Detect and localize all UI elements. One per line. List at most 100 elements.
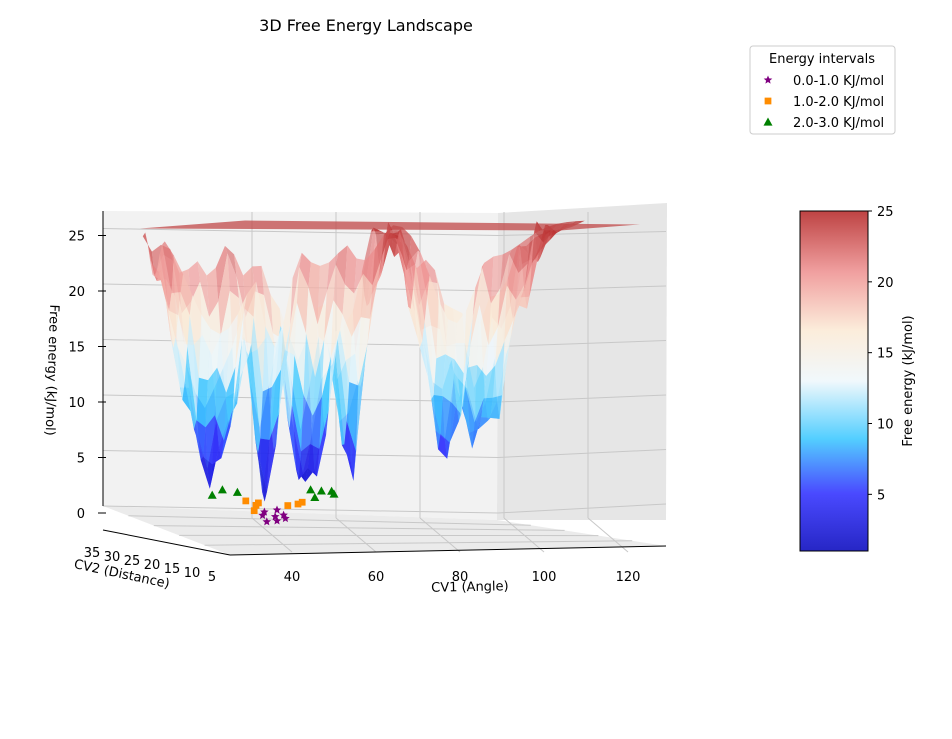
surface-facet: [308, 262, 321, 325]
colorbar-tick-label: 5: [877, 488, 885, 503]
y-tick-label: 25: [124, 554, 141, 569]
surface-facet: [218, 253, 230, 336]
surface-facet: [326, 253, 339, 293]
energy-point-star: [270, 512, 280, 521]
colorbar-tick-label: 25: [877, 205, 894, 220]
colorbar-tick-label: 10: [877, 418, 894, 433]
surface-facet: [452, 359, 464, 415]
colorbar-ticks: 5 10 15 20 25: [868, 205, 894, 503]
surface-facet: [342, 284, 355, 337]
legend-entry-label: 2.0-3.0 KJ/mol: [793, 116, 884, 131]
y-axis-line: [102, 529, 231, 556]
surface-facet: [255, 440, 268, 502]
energy-point-star: [262, 517, 272, 526]
surface-facet: [162, 241, 174, 294]
surface-facet: [504, 285, 516, 342]
surface-facet: [440, 396, 453, 443]
surface-facet: [315, 292, 327, 378]
surface-facet: [319, 356, 331, 449]
colorbar: 5 10 15 20 25 Free energy (kJ/mol): [799, 205, 916, 552]
surface-facet: [346, 382, 359, 451]
surface-facet: [301, 394, 313, 452]
surface-facet: [251, 316, 263, 439]
surface-facet: [332, 350, 345, 445]
surface-facet: [410, 289, 423, 348]
surface-facet: [454, 310, 467, 374]
surface-facet: [208, 328, 220, 381]
surface-facet: [488, 288, 501, 346]
surface-facet: [509, 243, 521, 273]
surface-facet: [260, 386, 272, 440]
surface-facet: [381, 225, 394, 258]
surface-facet: [257, 438, 270, 492]
surface-facet: [212, 415, 224, 465]
surface-facet: [531, 238, 543, 261]
surface-facet: [363, 249, 375, 286]
y-tick-label: 10: [184, 566, 201, 581]
energy-point-triangle: [207, 490, 217, 499]
surface-facet: [226, 313, 238, 393]
energy-point-star: [272, 516, 282, 525]
energy-point-triangle: [310, 492, 320, 501]
surface-facet: [290, 252, 302, 325]
surface-facet: [543, 227, 555, 243]
surface-facet: [401, 242, 414, 310]
surface-facet: [467, 304, 480, 368]
surface-facet: [344, 245, 357, 294]
surface-facet: [191, 412, 204, 460]
surface-facet: [374, 239, 386, 288]
surface-facet: [360, 273, 373, 319]
surface-facet: [169, 291, 181, 316]
surface-facet: [478, 417, 491, 429]
surface-facet: [481, 397, 493, 418]
surface-facet: [442, 354, 455, 404]
energy-point-triangle: [306, 485, 316, 494]
surface-facet: [536, 221, 549, 235]
surface-facet: [299, 252, 311, 288]
surface-facet: [461, 316, 473, 415]
surface-facet: [335, 245, 348, 285]
surface-facet: [573, 220, 585, 223]
surface-facet: [227, 253, 239, 299]
surface-facet: [431, 395, 443, 434]
surface-facet: [479, 266, 492, 346]
y-tick-label: 30: [104, 550, 121, 565]
x-axis-label: CV1 (Angle): [431, 579, 509, 596]
surface-facet: [413, 263, 425, 341]
surface-facet: [317, 262, 330, 325]
surface-facet: [253, 281, 266, 392]
surface-facet: [312, 338, 325, 416]
colorbar-tick-label: 20: [877, 276, 894, 291]
surface-facet: [465, 364, 478, 423]
surface-facet: [333, 264, 345, 315]
surface-facet: [184, 346, 197, 430]
surface-facet: [408, 236, 421, 262]
surface-facet: [474, 364, 487, 423]
surface-facet: [515, 263, 528, 300]
energy-point-square: [255, 499, 262, 507]
surface-facet: [196, 377, 209, 428]
surface-facet: [270, 294, 283, 339]
surface-facet: [150, 260, 162, 275]
surface-facet: [324, 264, 336, 339]
surface-facet: [527, 221, 540, 264]
surface-facet: [171, 255, 184, 294]
surface-facet: [166, 302, 179, 338]
surface-facet: [197, 261, 210, 317]
right-pane: [497, 203, 667, 520]
surface-facet: [189, 294, 202, 378]
surface-facet: [175, 315, 188, 382]
surface-facet: [159, 244, 172, 311]
surface-facet: [491, 254, 503, 304]
colorbar-label: Free energy (kJ/mol): [901, 315, 916, 446]
surface-facet: [267, 413, 279, 492]
surface-facet: [246, 351, 258, 454]
y-tick-label: 20: [144, 558, 161, 573]
surface-facet: [281, 277, 293, 370]
z-tick-label: 25: [68, 230, 85, 245]
surface-facet: [287, 266, 300, 352]
z-axis-label: Free energy (kJ/mol): [42, 304, 62, 436]
legend-entry-label: 0.0-1.0 KJ/mol: [793, 74, 884, 89]
